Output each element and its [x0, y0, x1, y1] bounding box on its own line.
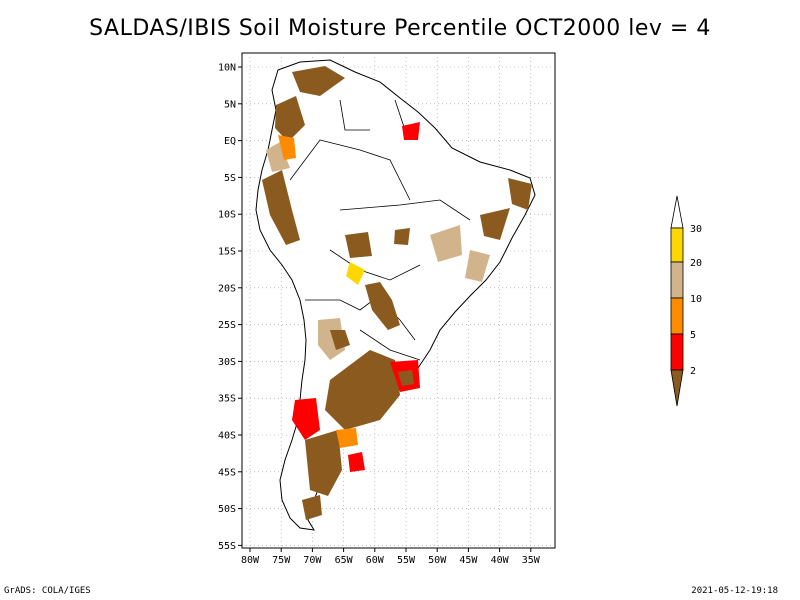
- chart-title: SALDAS/IBIS Soil Moisture Percentile OCT…: [89, 16, 711, 41]
- lon-tick-label: 60W: [366, 555, 385, 566]
- lon-tick-label: 55W: [397, 555, 416, 566]
- percentile-patches: [262, 66, 532, 520]
- colorbar-label: 5: [690, 330, 696, 341]
- footer-credit: GrADS: COLA/IGES: [4, 586, 91, 596]
- lat-tick-label: 45S: [218, 467, 236, 478]
- lon-tick-label: 75W: [272, 555, 291, 566]
- lat-tick-label: 10S: [218, 210, 236, 221]
- lat-tick-label: 5S: [224, 173, 236, 184]
- colorbar-labels: 2 5 10 20 30: [690, 224, 702, 377]
- lat-tick-label: 50S: [218, 504, 236, 515]
- lat-tick-label: 15S: [218, 247, 236, 258]
- footer-timestamp: 2021-05-12-19:18: [691, 586, 778, 596]
- colorbar: [670, 195, 684, 407]
- colorbar-label: 20: [690, 258, 702, 269]
- lat-tick-label: 40S: [218, 431, 236, 442]
- colorbar-bin-5-10: [670, 297, 684, 335]
- lon-tick-label: 80W: [241, 555, 260, 566]
- lat-tick-label: 10N: [218, 63, 236, 74]
- lon-tick-label: 70W: [303, 555, 322, 566]
- colorbar-label: 2: [690, 366, 696, 377]
- lat-tick-label: 35S: [218, 394, 236, 405]
- colorbar-bin-10-20: [670, 261, 684, 299]
- lat-tick-label: 55S: [218, 541, 236, 552]
- lat-tick-label: 30S: [218, 357, 236, 368]
- lon-tick-label: 35W: [522, 555, 541, 566]
- lon-tick-label: 50W: [428, 555, 447, 566]
- lat-tick-label: 5N: [224, 99, 236, 110]
- colorbar-label: 10: [690, 294, 702, 305]
- map-frame: [241, 52, 556, 549]
- colorbar-cap-top: [670, 195, 684, 229]
- lon-tick-label: 65W: [335, 555, 354, 566]
- longitude-ticks: 80W 75W 70W 65W 60W 55W 50W 45W 40W 35W: [241, 548, 541, 566]
- lon-tick-label: 45W: [459, 555, 478, 566]
- lat-tick-label: EQ: [224, 136, 236, 147]
- colorbar-label: 30: [690, 224, 702, 235]
- latitude-ticks: 10N 5N EQ 5S 10S 15S 20S 25S 30S 35S 40S 45S 50S 55S: [218, 63, 242, 552]
- lon-tick-label: 40W: [491, 555, 510, 566]
- colorbar-bin-20-30: [670, 227, 684, 263]
- lat-tick-label: 25S: [218, 320, 236, 331]
- lat-tick-label: 20S: [218, 283, 236, 294]
- colorbar-cap-bottom: [670, 369, 684, 407]
- colorbar-bin-2-5: [670, 333, 684, 371]
